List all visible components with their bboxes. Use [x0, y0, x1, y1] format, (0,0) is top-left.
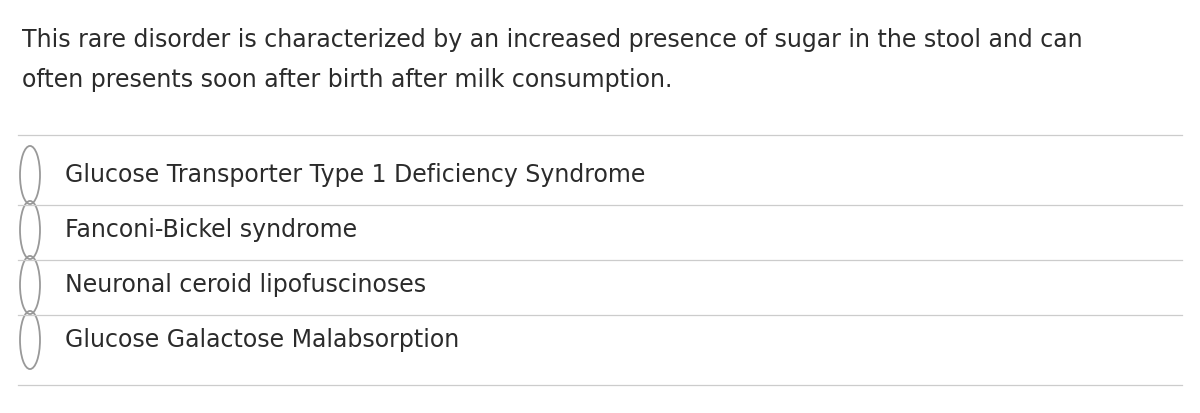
Text: Neuronal ceroid lipofuscinoses: Neuronal ceroid lipofuscinoses [65, 273, 426, 297]
Text: Glucose Transporter Type 1 Deficiency Syndrome: Glucose Transporter Type 1 Deficiency Sy… [65, 163, 646, 187]
Text: Glucose Galactose Malabsorption: Glucose Galactose Malabsorption [65, 328, 460, 352]
Text: This rare disorder is characterized by an increased presence of sugar in the sto: This rare disorder is characterized by a… [22, 28, 1082, 52]
Text: often presents soon after birth after milk consumption.: often presents soon after birth after mi… [22, 68, 672, 92]
Text: Fanconi-Bickel syndrome: Fanconi-Bickel syndrome [65, 218, 358, 242]
